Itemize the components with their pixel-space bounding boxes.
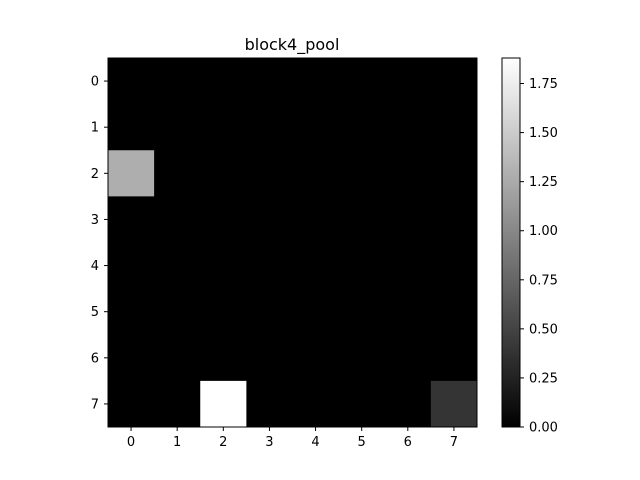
heatmap-cell-r1-c0 xyxy=(108,104,155,151)
colorbar-tick-label: 1.50 xyxy=(529,126,558,141)
heatmap-cell-r1-c7 xyxy=(430,104,478,151)
heatmap-cell-r4-c6 xyxy=(384,242,432,290)
heatmap-cell-r1-c5 xyxy=(338,104,386,151)
x-tick-label: 3 xyxy=(265,435,273,450)
x-axis: 0 1 2 3 4 5 6 7 xyxy=(127,427,458,450)
heatmap-cell-r5-c0 xyxy=(108,288,155,336)
heatmap-cell-r1-c6 xyxy=(384,104,432,151)
heatmap-cell-r0-c1 xyxy=(154,58,201,105)
heatmap-cell-r5-c6 xyxy=(384,288,432,336)
heatmap-cell-r6-c7 xyxy=(430,334,478,382)
heatmap-cell-r2-c1 xyxy=(154,150,201,197)
x-tick-label: 1 xyxy=(173,435,181,450)
heatmap-cell-r4-c1 xyxy=(154,242,201,290)
heatmap-cell-r3-c7 xyxy=(430,196,478,243)
heatmap-cell-r5-c3 xyxy=(246,288,293,336)
heatmap-cell-r5-c7 xyxy=(430,288,478,336)
heatmap-cell-r0-c0 xyxy=(108,58,155,105)
heatmap-cell-r0-c5 xyxy=(338,58,386,105)
heatmap-cell-r3-c6 xyxy=(384,196,432,243)
heatmap-cell-r3-c5 xyxy=(338,196,386,243)
heatmap-cell-r2-c3 xyxy=(246,150,293,197)
heatmap-cell-r4-c0 xyxy=(108,242,155,290)
x-tick-label: 4 xyxy=(311,435,319,450)
heatmap-cell-r7-c1 xyxy=(154,380,201,428)
heatmap-cell-r7-c2 xyxy=(200,380,247,428)
heatmap-cells xyxy=(108,58,478,428)
y-tick-label: 2 xyxy=(91,167,99,182)
heatmap-cell-r0-c6 xyxy=(384,58,432,105)
heatmap-cell-r6-c2 xyxy=(200,334,247,382)
y-tick-label: 5 xyxy=(91,305,99,320)
colorbar-tick-label: 1.00 xyxy=(529,224,558,239)
heatmap-cell-r1-c3 xyxy=(246,104,293,151)
heatmap-cell-r7-c0 xyxy=(108,380,155,428)
heatmap-cell-r6-c1 xyxy=(154,334,201,382)
heatmap-cell-r0-c3 xyxy=(246,58,293,105)
y-tick-label: 4 xyxy=(91,259,99,274)
heatmap-cell-r1-c4 xyxy=(292,104,340,151)
heatmap-cell-r2-c4 xyxy=(292,150,340,197)
heatmap-cell-r0-c4 xyxy=(292,58,340,105)
x-tick-label: 7 xyxy=(450,435,458,450)
y-axis: 0 1 2 3 4 5 6 7 xyxy=(91,75,108,412)
y-tick-label: 6 xyxy=(91,351,99,366)
heatmap-cell-r5-c4 xyxy=(292,288,340,336)
heatmap-cell-r1-c2 xyxy=(200,104,247,151)
heatmap-cell-r2-c2 xyxy=(200,150,247,197)
heatmap-cell-r6-c0 xyxy=(108,334,155,382)
heatmap-cell-r3-c1 xyxy=(154,196,201,243)
heatmap-cell-r7-c7 xyxy=(430,380,478,428)
colorbar-tick-label: 1.75 xyxy=(529,77,558,92)
heatmap-cell-r4-c2 xyxy=(200,242,247,290)
x-tick-label: 6 xyxy=(404,435,412,450)
heatmap-cell-r4-c7 xyxy=(430,242,478,290)
heatmap-cell-r5-c1 xyxy=(154,288,201,336)
heatmap-cell-r4-c4 xyxy=(292,242,340,290)
heatmap-cell-r1-c1 xyxy=(154,104,201,151)
heatmap-cell-r3-c4 xyxy=(292,196,340,243)
colorbar xyxy=(501,57,521,428)
heatmap-cell-r6-c6 xyxy=(384,334,432,382)
x-tick-label: 0 xyxy=(127,435,135,450)
heatmap-cell-r7-c3 xyxy=(246,380,293,428)
heatmap-cell-r2-c0 xyxy=(108,150,155,197)
heatmap-cell-r5-c2 xyxy=(200,288,247,336)
heatmap-cell-r4-c3 xyxy=(246,242,293,290)
heatmap-cell-r2-c6 xyxy=(384,150,432,197)
colorbar-tick-label: 0.50 xyxy=(529,322,558,337)
colorbar-axis: 0.00 0.25 0.50 0.75 1.00 1.25 1.50 1.75 xyxy=(520,77,558,436)
heatmap-cell-r3-c0 xyxy=(108,196,155,243)
y-tick-label: 7 xyxy=(91,397,99,412)
x-tick-label: 2 xyxy=(219,435,227,450)
heatmap-cell-r4-c5 xyxy=(338,242,386,290)
colorbar-tick-label: 0.00 xyxy=(529,421,558,436)
heatmap-cell-r7-c6 xyxy=(384,380,432,428)
heatmap-cell-r6-c3 xyxy=(246,334,293,382)
heatmap-cell-r3-c3 xyxy=(246,196,293,243)
heatmap-cell-r7-c5 xyxy=(338,380,386,428)
heatmap-cell-r5-c5 xyxy=(338,288,386,336)
colorbar-tick-label: 0.75 xyxy=(529,273,558,288)
heatmap-cell-r0-c7 xyxy=(430,58,478,105)
heatmap-cell-r2-c5 xyxy=(338,150,386,197)
colorbar-tick-label: 0.25 xyxy=(529,371,558,386)
heatmap-cell-r6-c4 xyxy=(292,334,340,382)
x-tick-label: 5 xyxy=(358,435,366,450)
plot-frame xyxy=(107,57,478,428)
heatmap-cell-r7-c4 xyxy=(292,380,340,428)
heatmap-cell-r2-c7 xyxy=(430,150,478,197)
heatmap-cell-r6-c5 xyxy=(338,334,386,382)
y-tick-label: 1 xyxy=(91,121,99,136)
y-tick-label: 0 xyxy=(91,75,99,90)
heatmap-cell-r3-c2 xyxy=(200,196,247,243)
colorbar-tick-label: 1.25 xyxy=(529,175,558,190)
chart-title: block4_pool xyxy=(245,35,340,55)
y-tick-label: 3 xyxy=(91,213,99,228)
heatmap-cell-r0-c2 xyxy=(200,58,247,105)
